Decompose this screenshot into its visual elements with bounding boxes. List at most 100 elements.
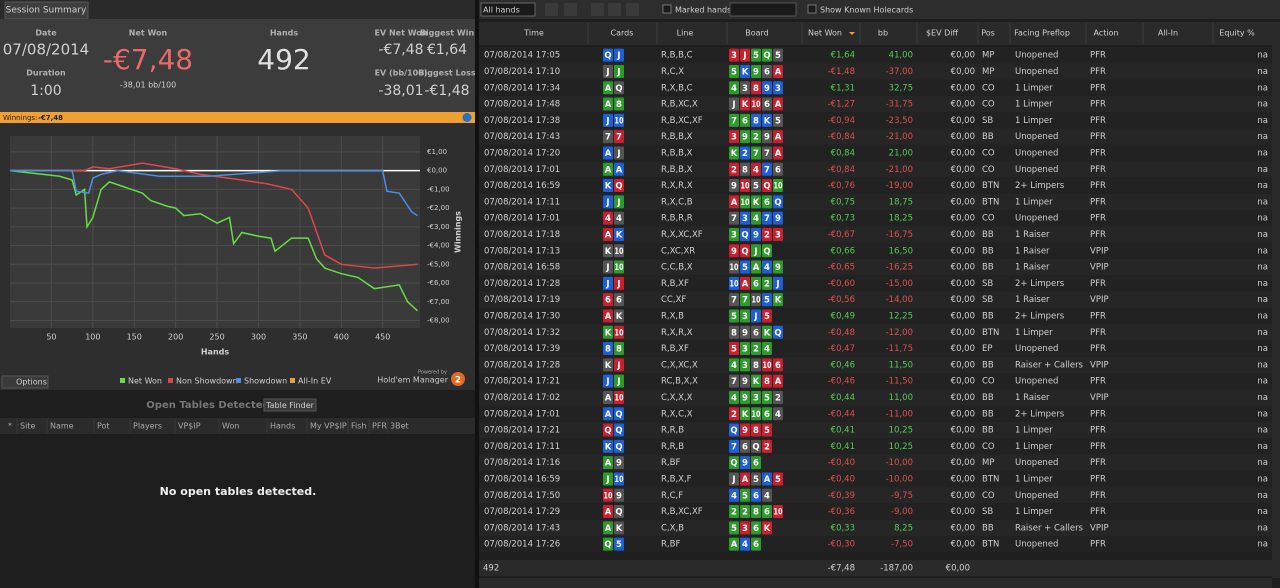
cell: BB [982, 246, 994, 256]
legend-label: Non Showdown [176, 377, 238, 386]
card [762, 97, 772, 111]
card-rank: A [731, 540, 738, 550]
card-rank: 6 [753, 328, 759, 338]
card [614, 439, 624, 453]
scrollbar[interactable] [1272, 22, 1280, 578]
card [751, 162, 761, 176]
card-rank: A [775, 100, 782, 110]
cell: BB [982, 523, 994, 533]
card-rank: A [605, 149, 612, 159]
cell: R,R,B [661, 442, 684, 452]
x-tick-label: 400 [334, 333, 349, 342]
icon-cards[interactable] [564, 3, 577, 16]
cell: VPIP [1090, 393, 1109, 403]
card-rank: J [616, 198, 620, 208]
cell: na [1257, 295, 1268, 305]
column-header: Name [50, 422, 74, 431]
cell: R,X,B [661, 311, 684, 321]
checkbox[interactable] [662, 4, 672, 14]
card-rank: A [764, 475, 771, 485]
card [773, 211, 783, 225]
cell: -€0,84 [828, 132, 855, 142]
card-rank: J [616, 67, 620, 77]
cell: BTN [982, 540, 999, 550]
row [479, 226, 1272, 243]
icon-replay[interactable] [626, 3, 639, 16]
card-rank: 9 [742, 133, 748, 143]
options-button[interactable] [1, 375, 49, 389]
card [614, 325, 624, 339]
card [614, 97, 624, 111]
card [729, 48, 739, 62]
cell: 1 Limper [1015, 474, 1053, 484]
cell: R,B,B,C [661, 51, 693, 61]
cell: CO [982, 491, 995, 501]
card-rank: 2 [753, 345, 759, 355]
checkbox[interactable] [807, 4, 817, 14]
cell: -21,00 [886, 132, 913, 142]
card [614, 64, 624, 78]
icon-chart[interactable] [608, 3, 621, 16]
card [740, 81, 750, 95]
row [479, 193, 1272, 210]
card-rank: 3 [742, 214, 748, 224]
card [729, 113, 739, 127]
card [740, 244, 750, 258]
card-rank: 8 [731, 328, 737, 338]
card [762, 179, 772, 193]
card-rank: Q [604, 540, 611, 550]
table-finder[interactable] [263, 398, 317, 412]
splitter[interactable] [475, 0, 479, 588]
card [751, 390, 761, 404]
card [762, 244, 772, 258]
h-scrollbar[interactable] [479, 578, 1272, 588]
cell: 16,50 [889, 246, 913, 256]
card-rank: 5 [775, 475, 781, 485]
cell: R,X,C,X [661, 409, 693, 419]
filter-dropdown[interactable] [480, 2, 536, 17]
card [614, 472, 624, 486]
card-rank: A [605, 230, 612, 240]
icon-rewind[interactable] [545, 3, 558, 16]
card [614, 423, 624, 437]
card [603, 423, 613, 437]
card-rank: 8 [616, 345, 622, 355]
icon-grid[interactable] [591, 3, 604, 16]
card-rank: A [775, 67, 782, 77]
card [762, 146, 772, 160]
row [479, 144, 1272, 162]
label: Duration [26, 69, 66, 78]
card-rank: 10 [741, 198, 750, 208]
cell: PFR [1090, 132, 1106, 142]
card-rank: 2 [764, 230, 770, 240]
cell: R,B,B,X [661, 132, 693, 142]
card [762, 113, 772, 127]
card-rank: 6 [775, 361, 781, 371]
cell: 1 Raiser [1015, 246, 1050, 256]
cell: 1 Raiser [1015, 393, 1050, 403]
card [729, 293, 739, 307]
marked-dropdown[interactable] [729, 2, 797, 17]
cell: 07/08/2014 17:01 [484, 409, 560, 419]
cell: €0,00 [951, 165, 975, 175]
cell: SB [982, 295, 993, 305]
card [729, 146, 739, 160]
column-header: Facing Preflop [1014, 29, 1070, 38]
row [479, 519, 1272, 536]
cell: -€0,47 [828, 344, 855, 354]
card-rank: A [616, 165, 623, 175]
card-rank: Q [615, 84, 622, 94]
help-icon[interactable] [462, 113, 472, 122]
card-rank: A [605, 84, 612, 94]
cell: -€0,84 [828, 165, 855, 175]
card [751, 505, 761, 519]
card-rank: K [753, 198, 760, 208]
card [729, 162, 739, 176]
cell: R,B,B,X [661, 165, 693, 175]
card-rank: 5 [775, 116, 781, 126]
card [603, 48, 613, 62]
row [479, 503, 1272, 520]
card [614, 407, 624, 421]
card [729, 537, 739, 551]
card-rank: K [605, 182, 612, 192]
